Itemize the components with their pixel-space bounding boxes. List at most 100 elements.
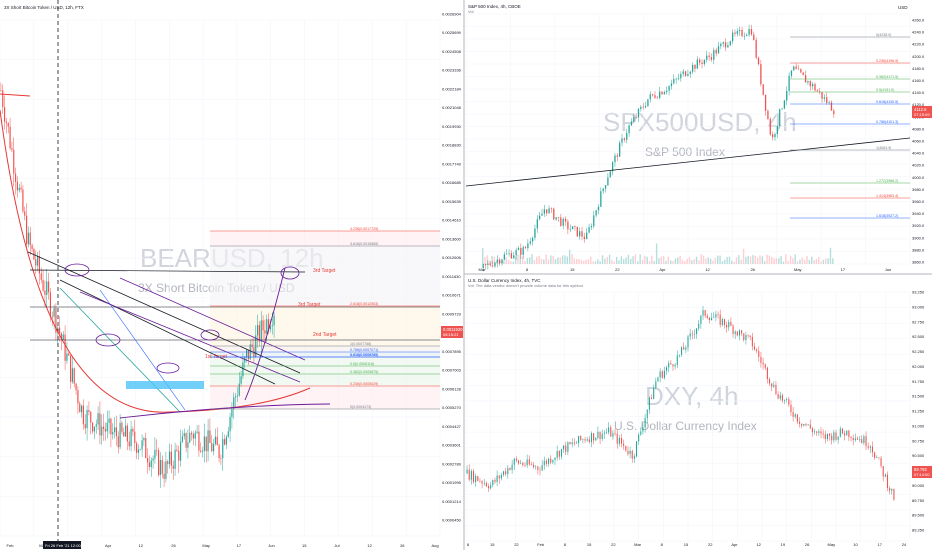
dxy-candle xyxy=(659,371,661,378)
bear-candle xyxy=(163,473,165,479)
bear-candle xyxy=(165,461,167,479)
dxy-x-tick: 19 xyxy=(781,542,786,547)
dxy-candle xyxy=(552,460,554,463)
spx-x-tick: 17 xyxy=(841,267,846,272)
spx-candle xyxy=(809,81,811,87)
bear-candle xyxy=(143,438,145,441)
dxy-candle xyxy=(726,324,728,328)
spx-volume-bar xyxy=(514,256,517,264)
bear-candle xyxy=(77,390,79,404)
dxy-candle xyxy=(477,476,479,481)
spx-volume-bar xyxy=(564,255,566,264)
spx-volume-bar xyxy=(660,256,662,264)
target-label-1: 3rd Target xyxy=(313,268,336,274)
dxy-candle xyxy=(796,414,798,422)
dxy-candle xyxy=(730,321,732,326)
bear-candle xyxy=(179,441,182,461)
dxy-candle xyxy=(711,317,713,321)
bear-candle xyxy=(137,449,140,453)
spx-candle xyxy=(588,227,590,233)
dxy-candle xyxy=(839,428,841,437)
dxy-y-tick: 91.250 xyxy=(912,409,925,414)
bear-candle xyxy=(86,410,88,429)
spx-volume-bar xyxy=(808,260,811,264)
spx-volume-bar xyxy=(662,256,665,264)
dxy-y-tick: 90.000 xyxy=(912,483,925,488)
spx-volume-bar xyxy=(787,261,789,264)
dxy-x-tick: 22 xyxy=(708,542,713,547)
dxy-candle xyxy=(657,377,659,382)
bear-candle xyxy=(91,422,94,432)
spx-candle xyxy=(666,90,668,93)
dxy-candle xyxy=(608,427,610,433)
spx-candle xyxy=(513,255,515,259)
bear-price-sub: 08:15:21 xyxy=(443,332,459,337)
spx-candle xyxy=(546,209,548,214)
bear-candle xyxy=(18,187,20,191)
circle-4 xyxy=(200,329,220,341)
dxy-candle xyxy=(756,349,758,351)
spx-candle xyxy=(623,138,626,140)
bear-candle xyxy=(225,436,228,445)
spx-volume-bar xyxy=(604,258,606,264)
spx-candle xyxy=(496,259,498,263)
dxy-y-tick: 92.500 xyxy=(912,334,925,339)
spx-volume-bar xyxy=(559,257,561,264)
dxy-candle xyxy=(683,347,685,350)
spx-candle xyxy=(607,177,609,186)
bear-candle xyxy=(33,248,35,260)
bear-candle xyxy=(47,281,50,293)
dxy-x-tick: Mar xyxy=(634,542,642,547)
dxy-candle xyxy=(668,363,670,368)
dxy-candle xyxy=(537,466,539,470)
bear-y-axis: 0.0026904 0.0025699 0.0024508 0.0023336 0.00… xyxy=(442,12,462,523)
spx-volume-bar xyxy=(573,258,576,264)
dxy-candle xyxy=(820,431,822,434)
spx-volume-bar xyxy=(794,254,796,264)
bear-fib-zone xyxy=(210,352,440,357)
spx-volume-bar xyxy=(651,255,653,264)
dxy-candle xyxy=(554,457,556,461)
bear-candle xyxy=(101,426,103,436)
spx-volume-bar xyxy=(623,259,625,264)
spx-candle xyxy=(586,232,588,239)
bear-candle xyxy=(40,273,42,280)
dxy-candle xyxy=(700,315,702,324)
spx-volume-bar xyxy=(571,254,573,264)
dxy-y-tick: 91.500 xyxy=(912,394,925,399)
dxy-candle xyxy=(567,442,569,452)
dxy-candle xyxy=(507,468,509,475)
bear-fib-zone xyxy=(210,386,440,409)
bear-candle xyxy=(123,431,125,437)
bear-candle xyxy=(150,460,152,467)
bear-y-tick: 0.0007895 xyxy=(442,349,462,354)
dxy-candle xyxy=(511,464,513,470)
spx-volume-bar xyxy=(641,259,644,264)
bear-candle xyxy=(167,461,169,465)
spx-volume-bar xyxy=(674,258,677,264)
bear-candle xyxy=(258,325,261,342)
dxy-x-tick: 8 xyxy=(467,542,470,547)
bear-candle xyxy=(203,436,206,451)
purple-line-1 xyxy=(79,291,301,383)
spx-volume-bar xyxy=(665,260,667,264)
dxy-candle xyxy=(588,439,590,443)
spx-candle xyxy=(501,259,503,264)
bear-candle xyxy=(84,424,86,429)
spx-volume-bar xyxy=(780,256,782,264)
dxy-candle xyxy=(545,460,547,464)
bear-candle xyxy=(97,413,99,425)
dxy-candle xyxy=(809,424,811,429)
spx-volume-bar xyxy=(606,256,608,264)
spx-candle xyxy=(499,259,501,264)
spx-candle xyxy=(715,50,717,54)
spx-fib-label: 0.5(4151.0) xyxy=(876,88,894,92)
spx-volume-bar xyxy=(749,256,752,264)
spx-fib-label: 1.272(3988.2) xyxy=(876,179,898,183)
spx-candle xyxy=(529,241,531,244)
bear-candle xyxy=(233,397,235,410)
dxy-header: U.S. Dollar Currency Index, 4h, TVC xyxy=(468,278,541,283)
spx-y-tick: 4200.0 xyxy=(912,54,925,59)
dxy-candle xyxy=(837,436,839,440)
spx-candle xyxy=(673,78,675,84)
